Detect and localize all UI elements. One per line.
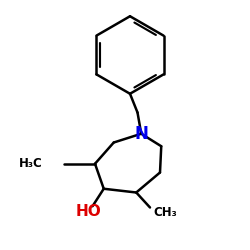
Text: N: N bbox=[134, 125, 148, 143]
Text: HO: HO bbox=[76, 204, 102, 219]
Text: H₃C: H₃C bbox=[19, 157, 42, 170]
Text: CH₃: CH₃ bbox=[154, 206, 178, 219]
